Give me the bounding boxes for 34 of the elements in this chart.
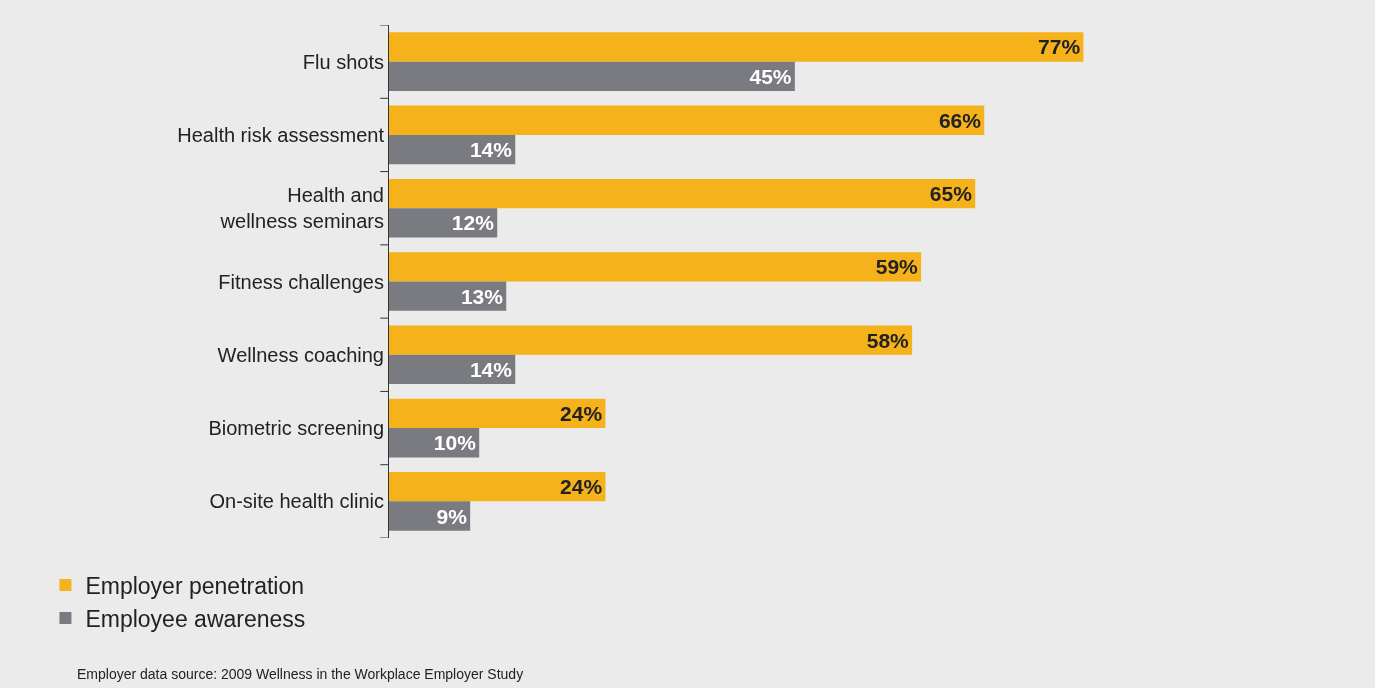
bar	[389, 252, 922, 282]
y-tick-label: Biometric screening	[208, 417, 384, 440]
data-label: 66%	[938, 108, 982, 132]
bar	[389, 501, 471, 531]
data-label: 13%	[460, 284, 504, 308]
y-tick-label: Health risk assessment	[177, 123, 385, 146]
bar	[389, 178, 976, 209]
legend-label: Employer penetration	[85, 573, 305, 600]
y-tick-label: Fitness challenges	[218, 270, 384, 293]
y-tick-label: Wellness coaching	[217, 343, 384, 366]
bar	[389, 32, 1084, 62]
bar	[389, 208, 498, 238]
data-label: 77%	[1038, 35, 1081, 59]
bar	[389, 61, 795, 91]
data-label: 45%	[749, 64, 792, 88]
bar	[389, 398, 606, 429]
data-label: 14%	[469, 357, 513, 381]
y-tick-label: Health and wellness seminars	[219, 184, 384, 233]
data-label: 24%	[560, 475, 603, 499]
bar	[389, 105, 985, 135]
data-label: 10%	[433, 431, 477, 455]
data-label: 24%	[560, 401, 603, 425]
data-label: 65%	[929, 182, 973, 206]
data-label: 9%	[436, 504, 468, 528]
text: Employer data source: 2009 Wellness in the Workplace Employer Study	[77, 666, 524, 682]
bar	[389, 325, 913, 355]
data-label: 12%	[451, 211, 495, 235]
y-tick-label: Flu shots	[302, 50, 384, 73]
y-tick-label: On-site health clinic	[209, 490, 384, 513]
data-label: 58%	[866, 328, 910, 352]
legend-label: Employee awareness	[85, 605, 306, 632]
data-label: 59%	[875, 255, 919, 279]
data-label: 14%	[469, 138, 513, 162]
bar	[389, 472, 606, 502]
